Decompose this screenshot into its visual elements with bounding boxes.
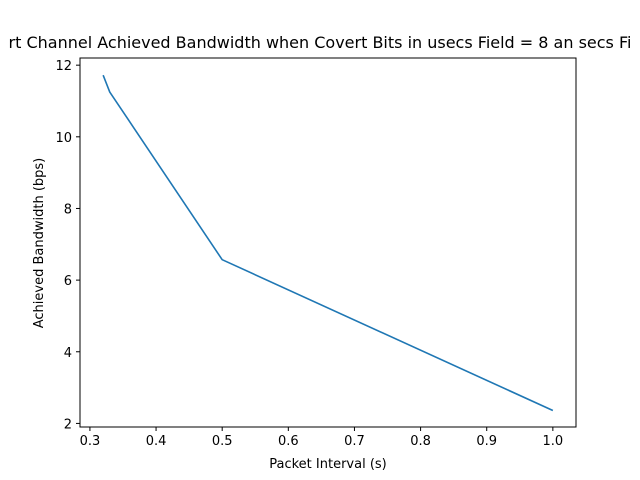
y-tick-label: 12	[55, 59, 72, 74]
x-tick-label: 0.7	[344, 434, 365, 449]
y-tick-label: 10	[55, 131, 72, 146]
series-line-0	[102, 74, 554, 412]
y-tick-label: 6	[64, 274, 72, 289]
x-tick-label: 0.3	[80, 434, 101, 449]
y-axis-label: Achieved Bandwidth (bps)	[32, 158, 47, 329]
x-tick-label: 1.0	[543, 434, 564, 449]
y-axis-ticks: 2 4 6 8 10 12	[55, 59, 80, 432]
x-tick-label: 0.8	[410, 434, 431, 449]
plot-area	[102, 74, 554, 412]
x-tick-label: 0.9	[476, 434, 497, 449]
x-axis-ticks: 0.3 0.4 0.5 0.6 0.7 0.8 0.9 1.0	[80, 427, 564, 449]
y-tick-label: 8	[64, 202, 72, 217]
x-axis-label: Packet Interval (s)	[269, 457, 387, 472]
x-tick-label: 0.6	[278, 434, 299, 449]
y-tick-label: 4	[64, 346, 72, 361]
chart-title: rt Channel Achieved Bandwidth when Cover…	[9, 33, 632, 52]
x-tick-label: 0.5	[212, 434, 233, 449]
axes-frame	[79, 57, 577, 428]
y-tick-label: 2	[64, 417, 72, 432]
x-tick-label: 0.4	[146, 434, 167, 449]
